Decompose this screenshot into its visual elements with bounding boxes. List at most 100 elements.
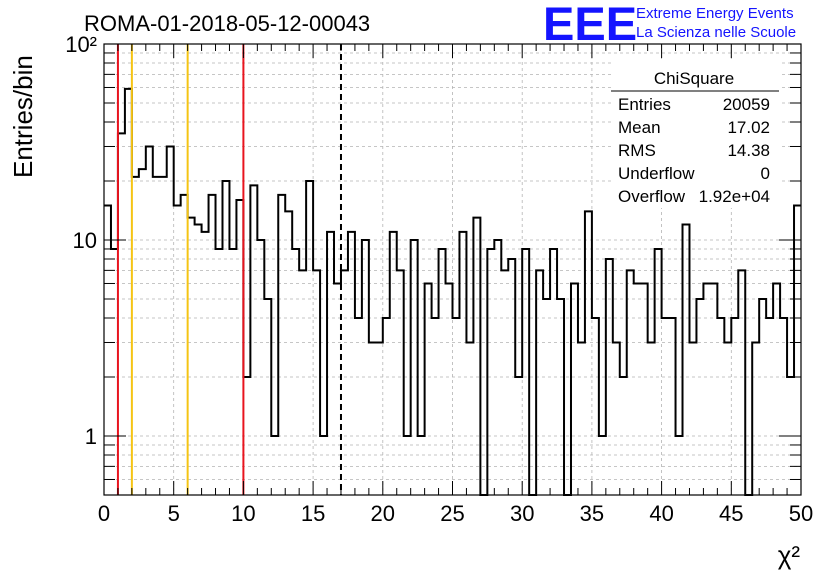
- stats-row-label: Overflow: [618, 187, 686, 206]
- histogram-bins: [104, 87, 801, 496]
- histogram-bin: [209, 195, 216, 495]
- histogram-bin: [285, 211, 292, 495]
- histogram-bin: [648, 342, 655, 495]
- histogram-bin: [222, 181, 229, 495]
- histogram-bin: [487, 249, 494, 495]
- stats-row-label: Entries: [618, 95, 671, 114]
- histogram-bin: [271, 436, 278, 495]
- x-tick-label: 15: [301, 501, 325, 526]
- histogram-bin: [557, 299, 564, 495]
- histogram-bin: [418, 436, 425, 495]
- histogram-bin: [334, 283, 341, 495]
- histogram-bin: [411, 240, 418, 495]
- histogram-bin: [425, 283, 432, 495]
- histogram-bin: [634, 283, 641, 495]
- histogram-bin: [397, 270, 404, 495]
- x-tick-label: 40: [649, 501, 673, 526]
- histogram-bin: [313, 270, 320, 495]
- histogram-bin: [689, 342, 696, 495]
- x-tick-label: 25: [440, 501, 464, 526]
- logo-line-2: La Scienza nelle Scuole: [636, 24, 796, 41]
- histogram-bin: [599, 436, 606, 495]
- y-tick-label: 10²: [65, 32, 97, 57]
- histogram-bin: [717, 318, 724, 495]
- histogram-bin: [125, 89, 132, 495]
- histogram-bin: [627, 270, 634, 495]
- x-axis-label: χ²: [778, 540, 801, 570]
- histogram-bin: [257, 240, 264, 495]
- x-tick-label: 10: [231, 501, 255, 526]
- histogram-bin: [341, 270, 348, 495]
- axis-ticks: 0 5 10 15 20 25 30 35 40 45 50 1 10 10²: [65, 32, 813, 526]
- histogram-bin: [731, 318, 738, 495]
- histogram-bin: [292, 249, 299, 495]
- x-tick-label: 35: [580, 501, 604, 526]
- histogram-bin: [759, 299, 766, 495]
- histogram-outline: [104, 87, 801, 496]
- x-tick-label: 0: [98, 501, 110, 526]
- chart-title: ROMA-01-2018-05-12-00043: [84, 11, 370, 36]
- histogram-bin: [536, 270, 543, 495]
- stats-row-value: 14.38: [727, 141, 770, 160]
- histogram-bin: [306, 181, 313, 495]
- histogram-bin: [369, 342, 376, 495]
- histogram-bin: [348, 232, 355, 495]
- histogram-bin: [174, 205, 181, 495]
- x-tick-label: 5: [168, 501, 180, 526]
- y-tick-label: 1: [85, 424, 97, 449]
- stats-box-name: ChiSquare: [654, 69, 734, 88]
- histogram-bin: [236, 200, 243, 495]
- histogram-bin: [278, 195, 285, 495]
- histogram-bin: [250, 185, 257, 495]
- histogram-bin: [766, 318, 773, 495]
- histogram-bin: [111, 249, 118, 495]
- histogram-bin: [620, 377, 627, 495]
- histogram-bin: [738, 270, 745, 495]
- histogram-bin: [446, 283, 453, 495]
- histogram-bin: [613, 342, 620, 495]
- histogram-bin: [543, 299, 550, 495]
- histogram-bin: [118, 133, 125, 495]
- histogram-bin: [724, 342, 731, 495]
- stats-row-label: RMS: [618, 141, 656, 160]
- histogram-bin: [383, 318, 390, 495]
- histogram-bin: [515, 377, 522, 495]
- stats-row-value: 20059: [723, 95, 770, 114]
- histogram-bin: [320, 436, 327, 495]
- histogram-bin: [641, 283, 648, 495]
- histogram-bin: [229, 249, 236, 495]
- stats-row-value: 17.02: [727, 118, 770, 137]
- histogram-bin: [683, 224, 690, 495]
- histogram-bin: [508, 259, 515, 495]
- histogram-bin: [327, 232, 334, 495]
- histogram-bin: [243, 377, 250, 495]
- histogram-bin: [780, 318, 787, 495]
- histogram-bin: [676, 436, 683, 495]
- histogram-bin: [466, 342, 473, 495]
- histogram-bin: [390, 232, 397, 495]
- histogram-bin: [188, 218, 195, 495]
- histogram-bin: [160, 177, 167, 495]
- histogram-bin: [494, 240, 501, 495]
- histogram-bin: [459, 232, 466, 495]
- histogram-bin: [439, 249, 446, 495]
- histogram-bin: [585, 211, 592, 495]
- stats-row-label: Underflow: [618, 164, 695, 183]
- stats-row-value: 0: [761, 164, 770, 183]
- stats-row-label: Mean: [618, 118, 661, 137]
- histogram-bin: [362, 240, 369, 495]
- histogram-bin: [404, 436, 411, 495]
- y-axis-label: Entries/bin: [8, 55, 38, 178]
- eee-logo-mark: EEE: [543, 0, 637, 50]
- stats-box: ChiSquare Entries 20059 Mean 17.02 RMS 14.38 U…: [611, 62, 779, 208]
- histogram-bin: [167, 146, 174, 495]
- histogram-bin: [571, 283, 578, 495]
- histogram-bin: [376, 342, 383, 495]
- histogram-bin: [299, 270, 306, 495]
- histogram-bin: [703, 283, 710, 495]
- histogram-bin: [655, 249, 662, 495]
- histogram-bin: [696, 299, 703, 495]
- histogram-bin: [710, 283, 717, 495]
